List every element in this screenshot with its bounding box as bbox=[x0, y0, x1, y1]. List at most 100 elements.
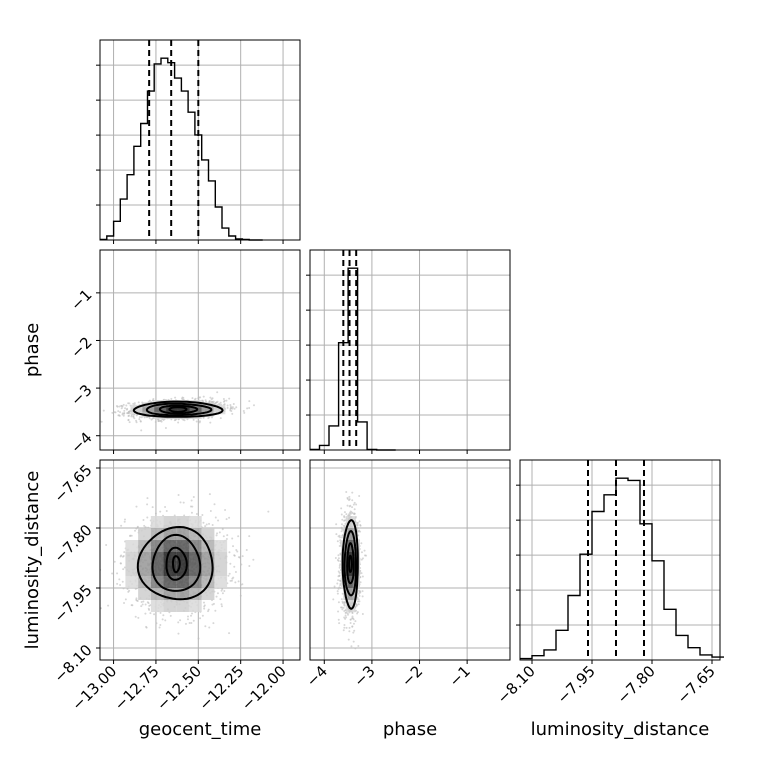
scatter-point bbox=[130, 534, 133, 537]
scatter-point bbox=[128, 421, 131, 424]
scatter-point bbox=[340, 523, 343, 526]
scatter-point bbox=[204, 525, 207, 528]
scatter-point bbox=[207, 608, 210, 611]
scatter-point bbox=[336, 592, 339, 595]
hist-bar bbox=[664, 609, 676, 660]
scatter-point bbox=[239, 594, 242, 597]
density-cell bbox=[340, 540, 344, 552]
density-cell bbox=[350, 516, 353, 528]
scatter-point bbox=[237, 556, 240, 559]
scatter-point bbox=[221, 592, 224, 595]
scatter-point bbox=[240, 563, 243, 566]
scatter-point bbox=[119, 411, 122, 414]
scatter-point bbox=[336, 590, 339, 593]
x-tick-label: −3 bbox=[350, 662, 378, 690]
scatter-point bbox=[137, 616, 140, 619]
density-cell bbox=[352, 528, 356, 540]
scatter-point bbox=[338, 574, 341, 577]
scatter-point bbox=[337, 587, 340, 590]
density-cell bbox=[163, 600, 177, 612]
scatter-point bbox=[348, 630, 351, 633]
scatter-point bbox=[126, 588, 129, 591]
scatter-point bbox=[232, 402, 235, 405]
scatter-point bbox=[197, 637, 200, 640]
density-cell bbox=[350, 528, 353, 540]
scatter-point bbox=[195, 420, 198, 423]
density-cell bbox=[345, 600, 349, 612]
density-cell bbox=[352, 576, 356, 588]
scatter-point bbox=[338, 564, 341, 567]
scatter-point bbox=[337, 557, 340, 560]
scatter-point bbox=[222, 535, 225, 538]
density-cell bbox=[125, 564, 139, 576]
density-cell bbox=[138, 564, 151, 576]
scatter-point bbox=[122, 414, 125, 417]
scatter-point bbox=[195, 513, 198, 516]
scatter-point bbox=[349, 621, 352, 624]
density-cell bbox=[201, 588, 215, 600]
scatter-point bbox=[190, 499, 193, 502]
scatter-point bbox=[346, 497, 349, 500]
density-cell bbox=[189, 416, 202, 420]
scatter-point bbox=[123, 602, 126, 605]
scatter-point bbox=[352, 622, 355, 625]
scatter-point bbox=[124, 518, 127, 521]
panel-frame bbox=[309, 249, 511, 451]
scatter-point bbox=[135, 421, 138, 424]
scatter-point bbox=[230, 579, 233, 582]
hist-bar bbox=[175, 78, 182, 240]
scatter-point bbox=[97, 558, 99, 560]
scatter-point bbox=[219, 417, 222, 420]
contour-level bbox=[151, 533, 202, 592]
density-cell bbox=[130, 404, 143, 408]
scatter-point bbox=[210, 400, 213, 403]
hist-bar bbox=[114, 221, 121, 240]
scatter-point bbox=[154, 421, 157, 424]
scatter-point bbox=[135, 505, 138, 508]
scatter-point bbox=[358, 520, 361, 523]
scatter-point bbox=[245, 548, 248, 551]
scatter-point bbox=[118, 405, 121, 408]
scatter-point bbox=[135, 419, 138, 422]
scatter-point bbox=[340, 530, 343, 533]
scatter-point bbox=[357, 598, 360, 601]
scatter-point bbox=[225, 399, 228, 402]
scatter-point bbox=[219, 598, 222, 601]
scatter-point bbox=[111, 411, 114, 414]
scatter-point bbox=[354, 647, 357, 650]
scatter-point bbox=[337, 579, 340, 582]
y-tick-label: −4 bbox=[67, 429, 95, 457]
scatter-point bbox=[125, 404, 128, 407]
density-cell bbox=[138, 588, 151, 600]
hist-step bbox=[100, 57, 263, 241]
scatter-point bbox=[190, 511, 193, 514]
scatter-point bbox=[188, 621, 191, 624]
scatter-point bbox=[123, 566, 126, 569]
scatter-point bbox=[202, 395, 205, 398]
scatter-point bbox=[360, 542, 363, 545]
density-cell bbox=[214, 576, 228, 588]
scatter-point bbox=[120, 554, 123, 557]
contour-level bbox=[168, 406, 188, 413]
scatter-point bbox=[116, 582, 119, 585]
scatter-point bbox=[144, 612, 147, 615]
scatter-point bbox=[177, 632, 180, 635]
panel-frame bbox=[99, 249, 301, 451]
scatter-point bbox=[343, 626, 346, 629]
scatter-point bbox=[338, 622, 341, 625]
y-tick-label: −7.65 bbox=[50, 461, 95, 506]
scatter-point bbox=[343, 601, 346, 604]
scatter-point bbox=[342, 606, 345, 609]
scatter-point bbox=[347, 638, 350, 641]
scatter-point bbox=[357, 603, 360, 606]
density-cell bbox=[214, 552, 228, 564]
scatter-point bbox=[220, 589, 223, 592]
scatter-point bbox=[159, 510, 162, 513]
scatter-point bbox=[164, 619, 167, 622]
density-cell bbox=[176, 516, 189, 528]
scatter-point bbox=[121, 555, 124, 558]
scatter-point bbox=[111, 572, 114, 575]
hist-bar bbox=[215, 207, 222, 240]
density-cell bbox=[345, 516, 349, 528]
